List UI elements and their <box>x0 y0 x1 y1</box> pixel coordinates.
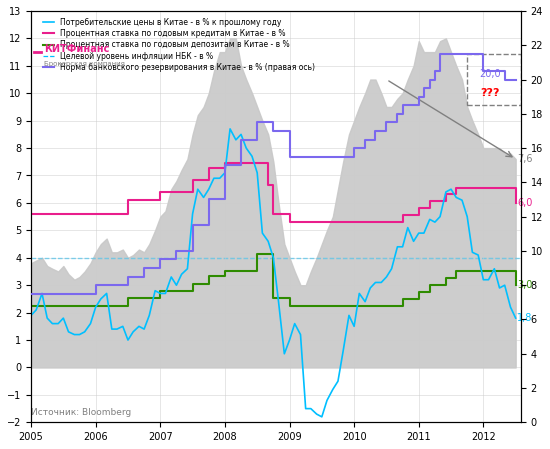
Text: 1,8: 1,8 <box>517 313 532 323</box>
Text: Брокерская компания: Брокерская компания <box>44 61 125 67</box>
Legend: Потребительские цены в Китае - в % к прошлому году, Процентная ставка по годовым: Потребительские цены в Китае - в % к про… <box>40 15 318 75</box>
Text: 20,0: 20,0 <box>479 69 501 79</box>
Text: ???: ??? <box>480 88 499 98</box>
Text: 6,0: 6,0 <box>517 198 532 208</box>
Text: 7,6: 7,6 <box>517 154 532 164</box>
Text: 3,0: 3,0 <box>517 280 532 290</box>
Text: КИТФинанс: КИТФинанс <box>44 44 109 54</box>
Text: Источник: Bloomberg: Источник: Bloomberg <box>31 408 131 417</box>
